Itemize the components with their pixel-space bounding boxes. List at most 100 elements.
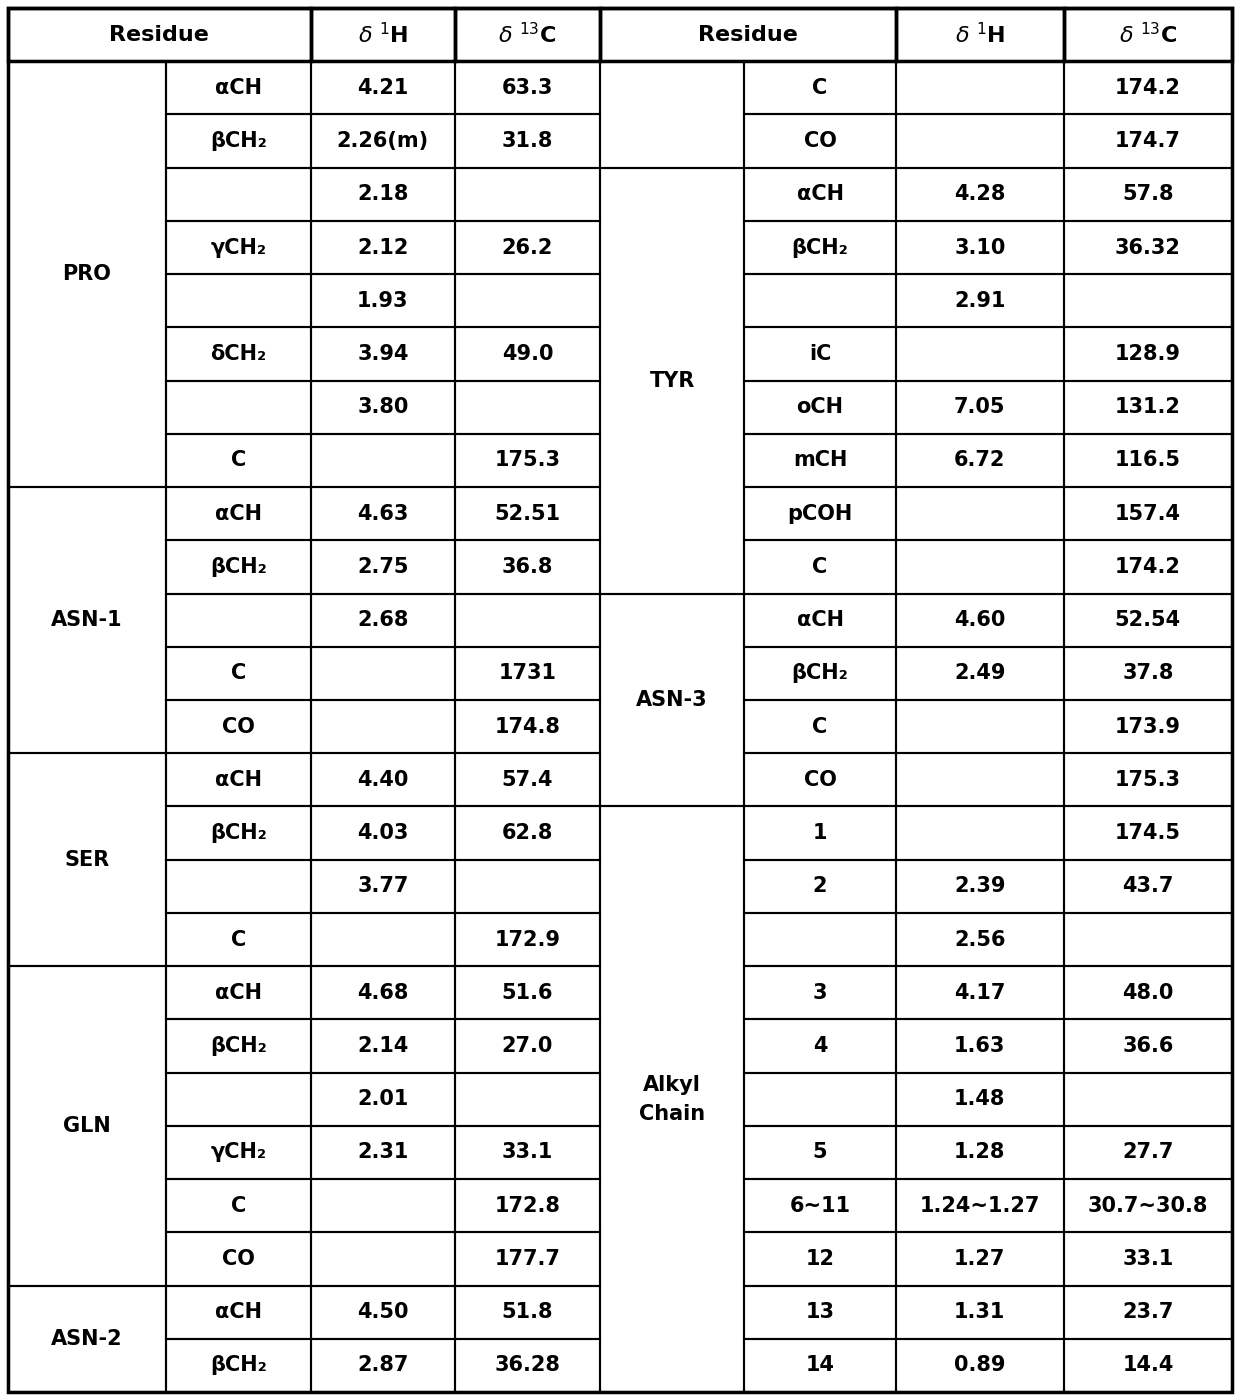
Text: CO: CO (222, 1249, 254, 1268)
Text: C: C (231, 451, 246, 470)
Bar (311, 913, 455, 966)
Bar (455, 62, 600, 115)
Text: C: C (231, 930, 246, 949)
Bar (744, 487, 895, 540)
Bar (744, 434, 895, 487)
Text: 3.94: 3.94 (357, 344, 409, 364)
Text: 174.8: 174.8 (495, 717, 560, 736)
Bar (166, 1072, 311, 1126)
Bar (311, 1179, 455, 1232)
Text: αCH: αCH (796, 185, 843, 204)
Text: 2.18: 2.18 (357, 185, 409, 204)
Bar (311, 1338, 455, 1392)
Bar (895, 1232, 1064, 1285)
Text: 52.51: 52.51 (495, 504, 560, 524)
Text: 175.3: 175.3 (1115, 770, 1180, 790)
Text: 4.28: 4.28 (954, 185, 1006, 204)
Bar (311, 647, 455, 700)
Text: 4.21: 4.21 (357, 78, 409, 98)
Bar (166, 168, 311, 221)
Text: αCH: αCH (215, 78, 262, 98)
Bar (895, 913, 1064, 966)
Text: 37.8: 37.8 (1122, 664, 1173, 683)
Text: Chain: Chain (639, 1103, 706, 1124)
Text: 36.8: 36.8 (502, 557, 553, 577)
Text: 63.3: 63.3 (502, 78, 553, 98)
Text: 4.50: 4.50 (357, 1302, 409, 1322)
Bar (895, 168, 1064, 221)
Bar (744, 1285, 895, 1338)
Bar (311, 1126, 455, 1179)
Text: 4: 4 (813, 1036, 827, 1056)
Text: βCH₂: βCH₂ (210, 1036, 267, 1056)
Text: 26.2: 26.2 (502, 238, 553, 258)
Bar (744, 700, 895, 753)
Bar (895, 1179, 1064, 1232)
Text: αCH: αCH (796, 610, 843, 630)
Bar (744, 806, 895, 860)
Bar (166, 647, 311, 700)
Bar (7, 8, 311, 62)
Text: βCH₂: βCH₂ (210, 132, 267, 151)
Text: 2.39: 2.39 (954, 876, 1006, 896)
Bar (455, 381, 600, 434)
Text: TYR: TYR (650, 371, 694, 391)
Bar (600, 806, 744, 1392)
Bar (895, 221, 1064, 274)
Bar (744, 913, 895, 966)
Bar (455, 1072, 600, 1126)
Bar (455, 328, 600, 381)
Text: 2.91: 2.91 (954, 291, 1006, 311)
Bar (1064, 274, 1233, 328)
Text: αCH: αCH (215, 1302, 262, 1322)
Bar (455, 8, 600, 62)
Bar (311, 8, 455, 62)
Text: 51.6: 51.6 (502, 983, 553, 1002)
Text: PRO: PRO (62, 265, 112, 284)
Text: Residue: Residue (698, 25, 797, 45)
Text: 27.7: 27.7 (1122, 1142, 1173, 1162)
Text: 31.8: 31.8 (502, 132, 553, 151)
Text: 175.3: 175.3 (495, 451, 560, 470)
Text: 36.6: 36.6 (1122, 1036, 1173, 1056)
Text: αCH: αCH (215, 770, 262, 790)
Text: 30.7~30.8: 30.7~30.8 (1087, 1196, 1208, 1215)
Bar (744, 966, 895, 1019)
Text: 128.9: 128.9 (1115, 344, 1180, 364)
Text: iC: iC (808, 344, 831, 364)
Text: $\delta\ ^{13}\mathbf{C}$: $\delta\ ^{13}\mathbf{C}$ (1118, 22, 1177, 48)
Bar (166, 274, 311, 328)
Text: C: C (231, 1196, 246, 1215)
Text: 36.32: 36.32 (1115, 238, 1180, 258)
Text: 14.4: 14.4 (1122, 1355, 1173, 1375)
Text: 23.7: 23.7 (1122, 1302, 1173, 1322)
Bar (311, 860, 455, 913)
Bar (455, 1179, 600, 1232)
Bar (895, 806, 1064, 860)
Bar (455, 434, 600, 487)
Bar (166, 115, 311, 168)
Text: βCH₂: βCH₂ (210, 557, 267, 577)
Bar (7, 966, 166, 1285)
Text: 5: 5 (812, 1142, 827, 1162)
Bar (166, 1285, 311, 1338)
Text: CO: CO (804, 132, 837, 151)
Text: ASN-1: ASN-1 (51, 610, 123, 630)
Bar (600, 62, 744, 168)
Bar (1064, 753, 1233, 806)
Bar (895, 1126, 1064, 1179)
Text: 12: 12 (806, 1249, 835, 1268)
Bar (1064, 806, 1233, 860)
Bar (1064, 860, 1233, 913)
Bar (455, 221, 600, 274)
Text: 51.8: 51.8 (502, 1302, 553, 1322)
Bar (1064, 62, 1233, 115)
Bar (311, 328, 455, 381)
Text: 2.68: 2.68 (357, 610, 409, 630)
Bar (744, 540, 895, 594)
Bar (744, 1232, 895, 1285)
Bar (744, 753, 895, 806)
Bar (1064, 8, 1233, 62)
Bar (455, 1232, 600, 1285)
Bar (895, 1285, 1064, 1338)
